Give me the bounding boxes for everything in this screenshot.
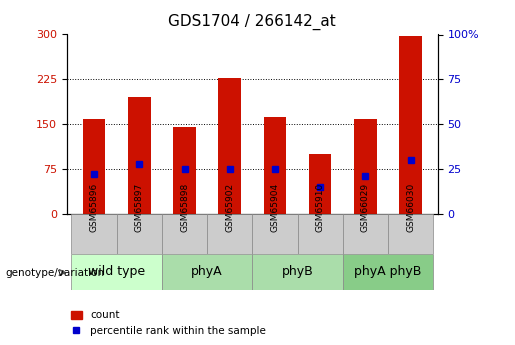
FancyBboxPatch shape — [252, 214, 298, 254]
Bar — [264, 117, 286, 214]
FancyBboxPatch shape — [72, 214, 117, 254]
FancyBboxPatch shape — [343, 214, 388, 254]
Text: phyA: phyA — [191, 265, 223, 278]
FancyBboxPatch shape — [388, 214, 433, 254]
Text: GSM65897: GSM65897 — [135, 183, 144, 232]
Bar — [309, 154, 332, 214]
Bar — [83, 119, 106, 214]
Text: phyB: phyB — [282, 265, 314, 278]
Bar — [218, 78, 241, 214]
Bar — [173, 127, 196, 214]
Text: genotype/variation: genotype/variation — [5, 268, 104, 277]
FancyArrowPatch shape — [59, 270, 65, 275]
Text: wild type: wild type — [88, 265, 145, 278]
Text: GSM65896: GSM65896 — [90, 183, 98, 232]
FancyBboxPatch shape — [117, 214, 162, 254]
FancyBboxPatch shape — [252, 254, 343, 290]
FancyBboxPatch shape — [207, 214, 252, 254]
Bar — [399, 36, 422, 214]
Text: phyA phyB: phyA phyB — [354, 265, 422, 278]
FancyBboxPatch shape — [343, 254, 433, 290]
Text: GSM65902: GSM65902 — [225, 183, 234, 232]
FancyBboxPatch shape — [162, 254, 252, 290]
Legend: count, percentile rank within the sample: count, percentile rank within the sample — [67, 306, 270, 340]
FancyBboxPatch shape — [298, 214, 343, 254]
Text: GSM65898: GSM65898 — [180, 183, 189, 232]
Bar — [354, 119, 376, 214]
Text: GSM65910: GSM65910 — [316, 183, 324, 232]
Text: GSM65904: GSM65904 — [270, 183, 280, 232]
Bar — [128, 97, 150, 214]
Text: GSM66029: GSM66029 — [361, 183, 370, 232]
Text: GSM66030: GSM66030 — [406, 183, 415, 232]
FancyBboxPatch shape — [72, 254, 162, 290]
FancyBboxPatch shape — [162, 214, 207, 254]
Title: GDS1704 / 266142_at: GDS1704 / 266142_at — [168, 14, 336, 30]
